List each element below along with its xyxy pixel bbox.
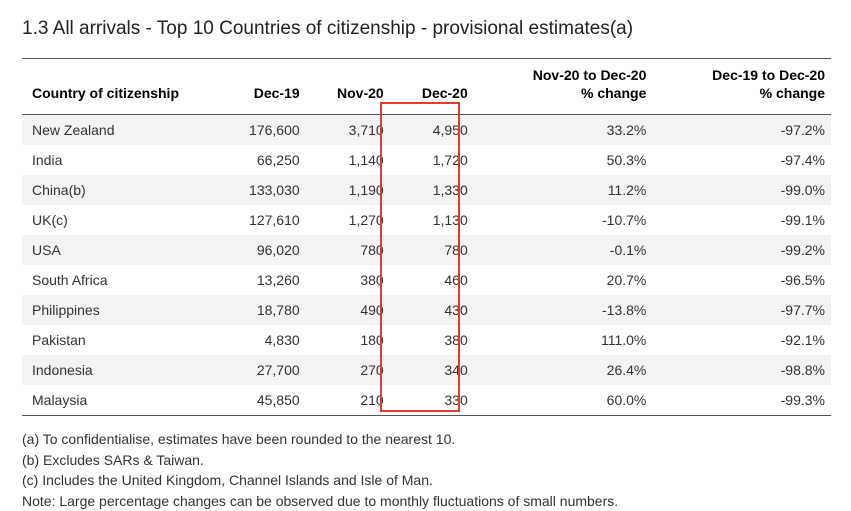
cell-country: Malaysia [22,385,222,416]
footnote-line: (b) Excludes SARs & Taiwan. [22,451,831,471]
cell-value: -92.1% [652,325,831,355]
footnote-line: (c) Includes the United Kingdom, Channel… [22,471,831,491]
cell-value: 1,130 [390,205,474,235]
cell-value: 780 [306,235,390,265]
cell-value: -99.1% [652,205,831,235]
cell-value: -97.7% [652,295,831,325]
col-header-0: Country of citizenship [22,59,222,115]
cell-value: 176,600 [222,115,306,146]
footnotes: (a) To confidentialise, estimates have b… [22,430,831,511]
cell-value: 210 [306,385,390,416]
cell-value: 1,190 [306,175,390,205]
cell-country: China(b) [22,175,222,205]
cell-value: 45,850 [222,385,306,416]
cell-country: Pakistan [22,325,222,355]
cell-value: 11.2% [474,175,653,205]
cell-value: 4,950 [390,115,474,146]
cell-value: 180 [306,325,390,355]
cell-value: 1,140 [306,145,390,175]
col-header-1: Dec-19 [222,59,306,115]
table-body: New Zealand176,6003,7104,95033.2%-97.2%I… [22,115,831,416]
cell-value: 340 [390,355,474,385]
cell-value: 127,610 [222,205,306,235]
cell-value: 270 [306,355,390,385]
cell-country: Philippines [22,295,222,325]
cell-value: 26.4% [474,355,653,385]
cell-country: Indonesia [22,355,222,385]
table-row: UK(c)127,6101,2701,130-10.7%-99.1% [22,205,831,235]
cell-country: USA [22,235,222,265]
table-row: Malaysia45,85021033060.0%-99.3% [22,385,831,416]
col-header-2: Nov-20 [306,59,390,115]
cell-value: 780 [390,235,474,265]
cell-country: South Africa [22,265,222,295]
table-row: China(b)133,0301,1901,33011.2%-99.0% [22,175,831,205]
cell-value: 96,020 [222,235,306,265]
table-row: USA96,020780780-0.1%-99.2% [22,235,831,265]
cell-value: 18,780 [222,295,306,325]
table-row: Pakistan4,830180380111.0%-92.1% [22,325,831,355]
cell-value: 460 [390,265,474,295]
cell-value: -97.4% [652,145,831,175]
cell-value: 27,700 [222,355,306,385]
cell-value: 330 [390,385,474,416]
cell-value: 133,030 [222,175,306,205]
col-header-5: Dec-19 to Dec-20% change [652,59,831,115]
cell-country: India [22,145,222,175]
arrivals-table: Country of citizenshipDec-19Nov-20Dec-20… [22,58,831,416]
table-container: Country of citizenshipDec-19Nov-20Dec-20… [22,58,831,416]
cell-value: 490 [306,295,390,325]
cell-value: -13.8% [474,295,653,325]
cell-value: -98.8% [652,355,831,385]
cell-value: 33.2% [474,115,653,146]
table-row: Indonesia27,70027034026.4%-98.8% [22,355,831,385]
table-row: South Africa13,26038046020.7%-96.5% [22,265,831,295]
cell-value: -0.1% [474,235,653,265]
cell-value: 111.0% [474,325,653,355]
cell-value: 380 [306,265,390,295]
cell-value: -99.2% [652,235,831,265]
cell-country: UK(c) [22,205,222,235]
header-row: Country of citizenshipDec-19Nov-20Dec-20… [22,59,831,115]
cell-value: 1,330 [390,175,474,205]
table-row: New Zealand176,6003,7104,95033.2%-97.2% [22,115,831,146]
cell-value: -96.5% [652,265,831,295]
cell-value: 60.0% [474,385,653,416]
table-row: Philippines18,780490430-13.8%-97.7% [22,295,831,325]
cell-value: 4,830 [222,325,306,355]
cell-value: -99.3% [652,385,831,416]
cell-value: -99.0% [652,175,831,205]
col-header-4: Nov-20 to Dec-20% change [474,59,653,115]
table-row: India66,2501,1401,72050.3%-97.4% [22,145,831,175]
col-header-3: Dec-20 [390,59,474,115]
cell-value: 1,720 [390,145,474,175]
cell-value: 380 [390,325,474,355]
cell-value: 1,270 [306,205,390,235]
cell-value: 66,250 [222,145,306,175]
cell-value: 20.7% [474,265,653,295]
footnote-line: Note: Large percentage changes can be ob… [22,492,831,511]
cell-value: 50.3% [474,145,653,175]
cell-value: -97.2% [652,115,831,146]
cell-value: -10.7% [474,205,653,235]
section-title: 1.3 All arrivals - Top 10 Countries of c… [22,18,831,40]
cell-value: 13,260 [222,265,306,295]
cell-value: 3,710 [306,115,390,146]
cell-value: 430 [390,295,474,325]
footnote-line: (a) To confidentialise, estimates have b… [22,430,831,450]
cell-country: New Zealand [22,115,222,146]
